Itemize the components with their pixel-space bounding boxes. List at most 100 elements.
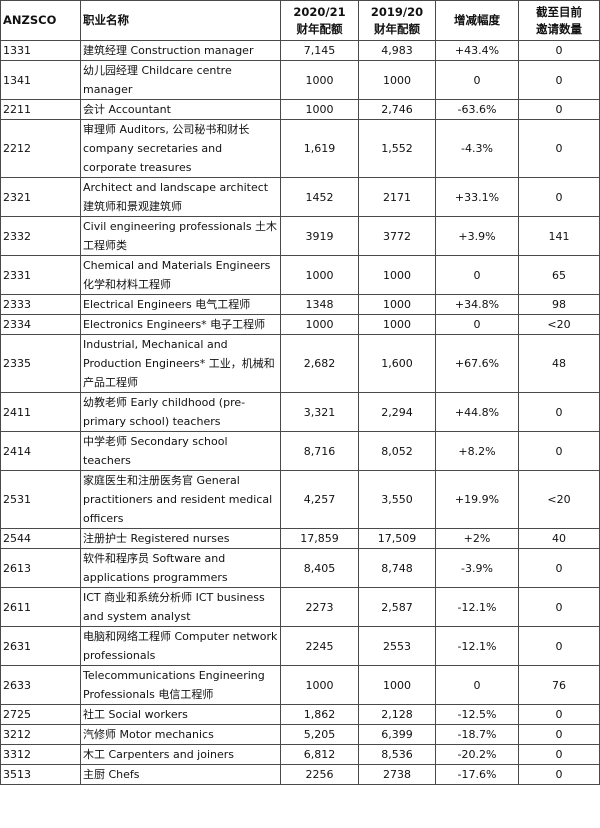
cell-code: 2725 [0, 704, 81, 725]
cell-quota-2020-21: 2245 [280, 626, 359, 666]
cell-quota-2020-21: 1348 [280, 294, 359, 315]
table-row: 2211 会计 Accountant 1000 2,746 -63.6% 0 [0, 99, 600, 120]
cell-invitations: 141 [518, 216, 600, 256]
cell-quota-2019-20: 1,600 [358, 334, 436, 393]
cell-quota-2019-20: 8,536 [358, 744, 436, 765]
cell-quota-2020-21: 1000 [280, 60, 359, 100]
cell-code: 2333 [0, 294, 81, 315]
cell-change: +67.6% [435, 334, 519, 393]
cell-invitations: 98 [518, 294, 600, 315]
cell-name: 电脑和网络工程师 Computer network professionals [80, 626, 281, 666]
cell-invitations: 48 [518, 334, 600, 393]
table-row: 2331 Chemical and Materials Engineers 化学… [0, 255, 600, 295]
cell-change: 0 [435, 665, 519, 705]
cell-name: 审理师 Auditors, 公司秘书和财长 company secretarie… [80, 119, 281, 178]
cell-name: 主厨 Chefs [80, 764, 281, 785]
cell-quota-2019-20: 1000 [358, 294, 436, 315]
table-row: 2332 Civil engineering professionals 土木工… [0, 216, 600, 256]
cell-invitations: 0 [518, 392, 600, 432]
cell-change: -20.2% [435, 744, 519, 765]
cell-quota-2020-21: 1000 [280, 314, 359, 335]
table-row: 3312 木工 Carpenters and joiners 6,812 8,5… [0, 744, 600, 765]
cell-quota-2019-20: 2,294 [358, 392, 436, 432]
cell-quota-2019-20: 1000 [358, 665, 436, 705]
cell-code: 2613 [0, 548, 81, 588]
cell-quota-2019-20: 2553 [358, 626, 436, 666]
table-row: 2414 中学老师 Secondary school teachers 8,71… [0, 431, 600, 471]
cell-quota-2019-20: 2,587 [358, 587, 436, 627]
cell-quota-2019-20: 1000 [358, 60, 436, 100]
table-row: 2531 家庭医生和注册医务官 General practitioners an… [0, 470, 600, 529]
cell-invitations: 76 [518, 665, 600, 705]
cell-code: 2633 [0, 665, 81, 705]
table-row: 2335 Industrial, Mechanical and Producti… [0, 334, 600, 393]
cell-invitations: 65 [518, 255, 600, 295]
cell-code: 2334 [0, 314, 81, 335]
header-quota-2020-21-label: 财年配额 [296, 21, 343, 36]
cell-invitations: 0 [518, 744, 600, 765]
cell-name: ICT 商业和系统分析师 ICT business and system ana… [80, 587, 281, 627]
cell-name: Telecommunications Engineering Professio… [80, 665, 281, 705]
cell-code: 3312 [0, 744, 81, 765]
cell-change: +19.9% [435, 470, 519, 529]
cell-change: 0 [435, 255, 519, 295]
cell-name: 家庭医生和注册医务官 General practitioners and res… [80, 470, 281, 529]
cell-code: 1341 [0, 60, 81, 100]
cell-name: Industrial, Mechanical and Production En… [80, 334, 281, 393]
cell-change: +43.4% [435, 40, 519, 61]
cell-change: +2% [435, 528, 519, 549]
cell-quota-2019-20: 1,552 [358, 119, 436, 178]
cell-quota-2019-20: 4,983 [358, 40, 436, 61]
cell-quota-2019-20: 2,746 [358, 99, 436, 120]
cell-change: -12.1% [435, 587, 519, 627]
cell-change: +34.8% [435, 294, 519, 315]
cell-change: -12.5% [435, 704, 519, 725]
table-row: 2633 Telecommunications Engineering Prof… [0, 665, 600, 705]
header-quota-2020-21-year: 2020/21 [293, 4, 346, 19]
header-quota-2020-21: 2020/21 财年配额 [280, 0, 359, 41]
cell-change: -4.3% [435, 119, 519, 178]
table-row: 2544 注册护士 Registered nurses 17,859 17,50… [0, 528, 600, 549]
table-row: 2725 社工 Social workers 1,862 2,128 -12.5… [0, 704, 600, 725]
cell-quota-2020-21: 1000 [280, 99, 359, 120]
occupation-quota-table: ANZSCO 职业名称 2020/21 财年配额 2019/20 财年配额 增减… [0, 0, 600, 785]
cell-change: +3.9% [435, 216, 519, 256]
cell-invitations: 0 [518, 764, 600, 785]
cell-invitations: 0 [518, 626, 600, 666]
cell-change: +8.2% [435, 431, 519, 471]
cell-quota-2019-20: 2171 [358, 177, 436, 217]
cell-quota-2019-20: 8,052 [358, 431, 436, 471]
cell-code: 2631 [0, 626, 81, 666]
table-row: 2411 幼教老师 Early childhood (pre-primary s… [0, 392, 600, 432]
cell-code: 2335 [0, 334, 81, 393]
cell-invitations: 0 [518, 548, 600, 588]
header-invitations-line2: 邀请数量 [536, 21, 582, 36]
cell-change: -18.7% [435, 724, 519, 745]
cell-change: -12.1% [435, 626, 519, 666]
cell-code: 2331 [0, 255, 81, 295]
cell-change: -3.9% [435, 548, 519, 588]
cell-code: 2321 [0, 177, 81, 217]
table-row: 2613 软件和程序员 Software and applications pr… [0, 548, 600, 588]
cell-name: 汽修师 Motor mechanics [80, 724, 281, 745]
cell-invitations: 0 [518, 177, 600, 217]
cell-quota-2019-20: 2,128 [358, 704, 436, 725]
cell-quota-2019-20: 2738 [358, 764, 436, 785]
cell-change: -17.6% [435, 764, 519, 785]
cell-code: 2544 [0, 528, 81, 549]
cell-quota-2020-21: 1,862 [280, 704, 359, 725]
cell-name: 建筑经理 Construction manager [80, 40, 281, 61]
cell-invitations: 0 [518, 704, 600, 725]
cell-quota-2020-21: 1452 [280, 177, 359, 217]
cell-quota-2020-21: 8,716 [280, 431, 359, 471]
table-row: 2321 Architect and landscape architect 建… [0, 177, 600, 217]
cell-name: Chemical and Materials Engineers 化学和材料工程… [80, 255, 281, 295]
cell-name: 幼教老师 Early childhood (pre-primary school… [80, 392, 281, 432]
cell-code: 2211 [0, 99, 81, 120]
cell-invitations: 40 [518, 528, 600, 549]
cell-code: 2611 [0, 587, 81, 627]
cell-change: -63.6% [435, 99, 519, 120]
cell-name: Architect and landscape architect 建筑师和景观… [80, 177, 281, 217]
cell-invitations: 0 [518, 724, 600, 745]
table-row: 3212 汽修师 Motor mechanics 5,205 6,399 -18… [0, 724, 600, 745]
